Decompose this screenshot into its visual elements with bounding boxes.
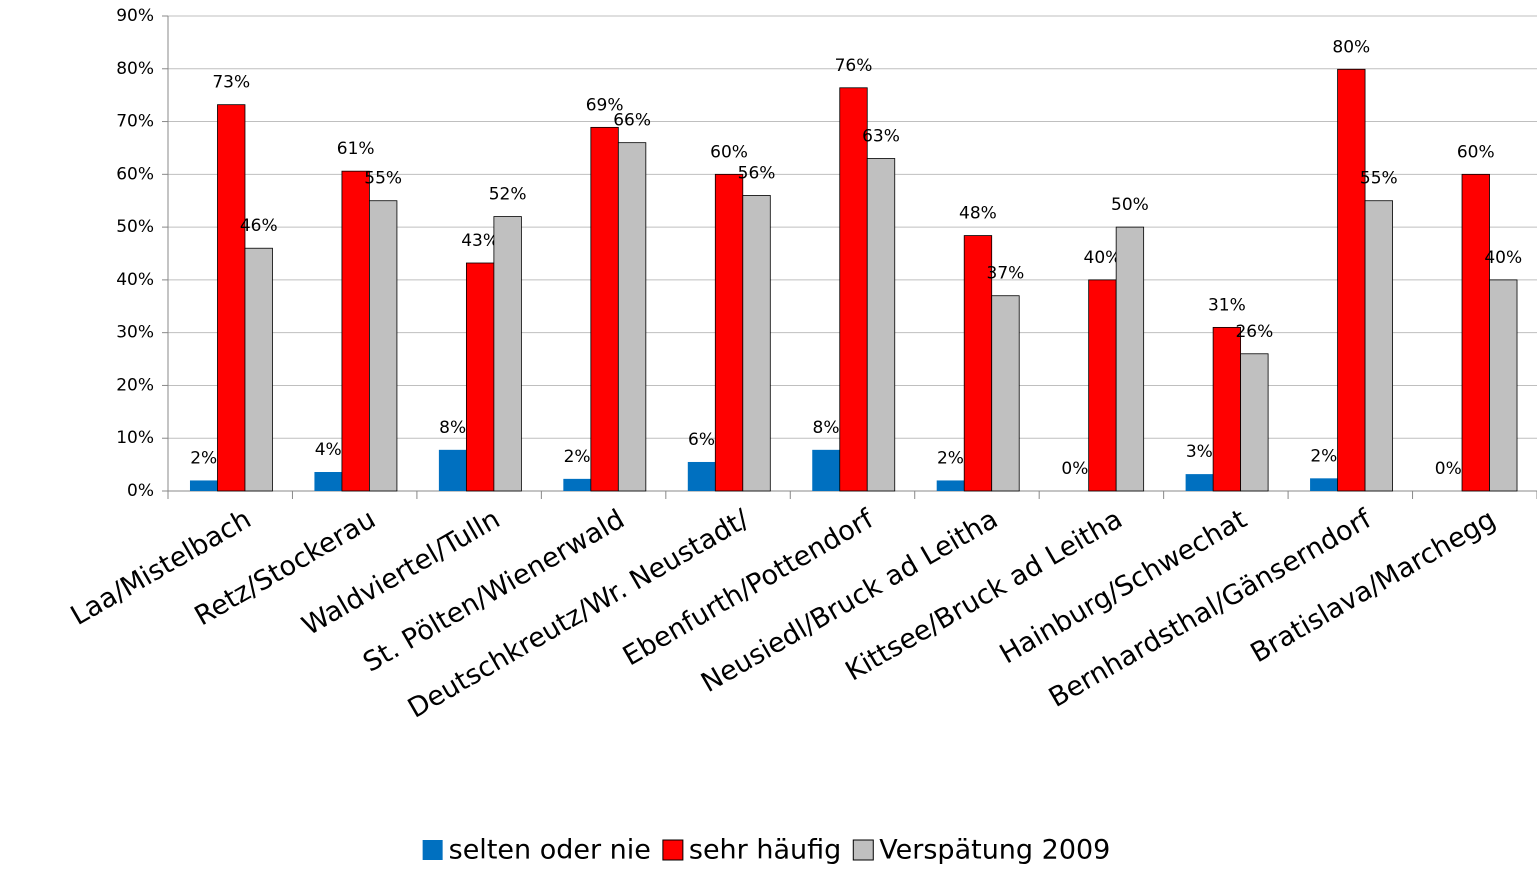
y-tick-label: 40%: [116, 270, 154, 290]
bar: [189, 480, 218, 491]
data-label: 0%: [1435, 459, 1462, 479]
bar: [438, 449, 467, 491]
data-label: 61%: [337, 139, 375, 159]
data-label: 40%: [1484, 248, 1522, 268]
data-label: 31%: [1208, 295, 1246, 315]
bar: [991, 295, 1020, 492]
legend-label: sehr häufig: [689, 835, 841, 866]
bar: [742, 195, 771, 492]
bar: [963, 235, 993, 492]
bar: [1212, 326, 1242, 492]
bar: [590, 126, 619, 492]
data-label: 55%: [364, 169, 402, 189]
y-tick-label: 70%: [116, 112, 154, 132]
data-label: 6%: [688, 430, 715, 450]
bar: [839, 87, 868, 492]
bar: [1461, 173, 1490, 492]
bar: [866, 158, 896, 492]
y-tick-label: 30%: [116, 323, 154, 343]
data-label: 0%: [1061, 459, 1088, 479]
bar: [1310, 478, 1338, 491]
bar: [1185, 474, 1214, 491]
bar: [341, 170, 370, 492]
y-tick-label: 60%: [116, 164, 154, 184]
data-label: 4%: [315, 440, 342, 460]
data-label: 69%: [586, 95, 624, 115]
bar: [493, 216, 522, 492]
data-label: 3%: [1186, 442, 1213, 462]
y-tick-label: 10%: [116, 428, 154, 448]
bar: [244, 247, 273, 492]
bar: [617, 142, 647, 492]
bar: [1489, 279, 1518, 492]
legend: selten oder nie sehr häufig Verspätung 200…: [422, 835, 1110, 866]
bar: [217, 104, 246, 492]
data-label: 48%: [959, 204, 997, 224]
data-label: 60%: [710, 142, 748, 162]
y-tick-label: 0%: [127, 481, 154, 501]
legend-swatch: [662, 839, 684, 861]
data-label: 2%: [190, 448, 217, 468]
data-label: 2%: [1310, 446, 1337, 466]
data-label: 60%: [1457, 142, 1495, 162]
data-label: 2%: [564, 447, 591, 467]
legend-swatch: [422, 840, 443, 860]
data-label: 52%: [489, 185, 527, 205]
bar: [1364, 200, 1393, 492]
data-label: 43%: [461, 231, 499, 251]
bar: [687, 461, 716, 491]
data-label: 73%: [212, 73, 250, 93]
bar: [369, 200, 398, 492]
y-tick-label: 50%: [116, 217, 154, 237]
data-label: 55%: [1360, 169, 1398, 189]
y-tick-label: 80%: [116, 59, 154, 79]
legend-swatch: [852, 839, 874, 861]
data-label: 56%: [738, 163, 776, 183]
data-label: 76%: [835, 56, 873, 76]
data-label: 80%: [1332, 37, 1370, 57]
bar: [714, 173, 744, 492]
bar: [1240, 353, 1269, 492]
data-label: 46%: [240, 216, 278, 236]
y-tick-label: 90%: [116, 6, 154, 26]
data-label: 8%: [439, 418, 466, 438]
data-label: 37%: [987, 264, 1025, 284]
data-label: 8%: [813, 418, 840, 438]
data-label: 40%: [1084, 248, 1122, 268]
data-label: 2%: [937, 448, 964, 468]
legend-label: selten oder nie: [449, 835, 651, 866]
legend-label: Verspätung 2009: [879, 835, 1110, 866]
bar: [1337, 68, 1366, 492]
bar: [465, 262, 495, 492]
bar: [1088, 279, 1117, 492]
bar: [812, 449, 840, 491]
bar: [936, 480, 965, 491]
data-label: 63%: [862, 127, 900, 147]
y-tick-label: 20%: [116, 375, 154, 395]
data-label: 50%: [1111, 195, 1149, 215]
bar: [563, 478, 591, 491]
bar: [1115, 226, 1145, 492]
data-label: 66%: [613, 111, 651, 131]
data-label: 26%: [1235, 322, 1273, 342]
bar: [314, 472, 342, 491]
